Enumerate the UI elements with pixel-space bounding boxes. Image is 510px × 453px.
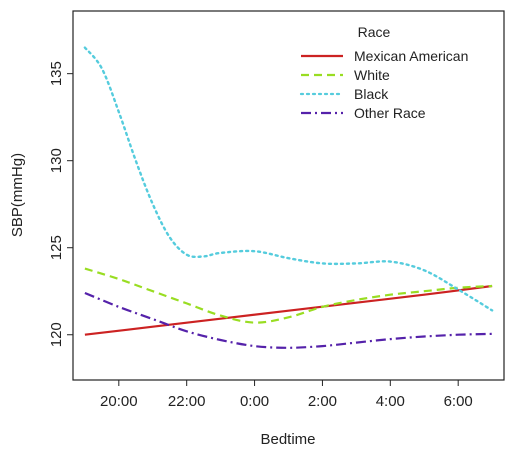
legend-label: White <box>354 67 390 83</box>
y-axis-title: SBP(mmHg) <box>9 153 26 237</box>
legend: Race Mexican American White Black Other Rac… <box>299 24 468 121</box>
legend-title: Race <box>358 24 391 40</box>
y-tick-label: 125 <box>48 235 65 260</box>
legend-label: Other Race <box>354 105 426 121</box>
series-line-2 <box>84 267 493 324</box>
series-line-1 <box>84 284 493 336</box>
y-tick-label: 135 <box>48 61 65 86</box>
x-tick-label: 2:00 <box>308 393 337 410</box>
x-axis-title: Bedtime <box>260 431 315 448</box>
legend-label: Black <box>354 86 389 102</box>
x-tick-label: 0:00 <box>240 393 269 410</box>
series-line-4 <box>84 291 493 349</box>
x-tick-label: 4:00 <box>376 393 405 410</box>
x-tick-label: 20:00 <box>100 393 138 410</box>
y-tick-label: 130 <box>48 148 65 173</box>
x-tick-label: 6:00 <box>444 393 473 410</box>
x-tick-label: 22:00 <box>168 393 206 410</box>
plot-frame <box>72 10 505 381</box>
series-line-3 <box>83 46 494 312</box>
legend-label: Mexican American <box>354 48 468 64</box>
y-tick-label: 120 <box>48 322 65 347</box>
